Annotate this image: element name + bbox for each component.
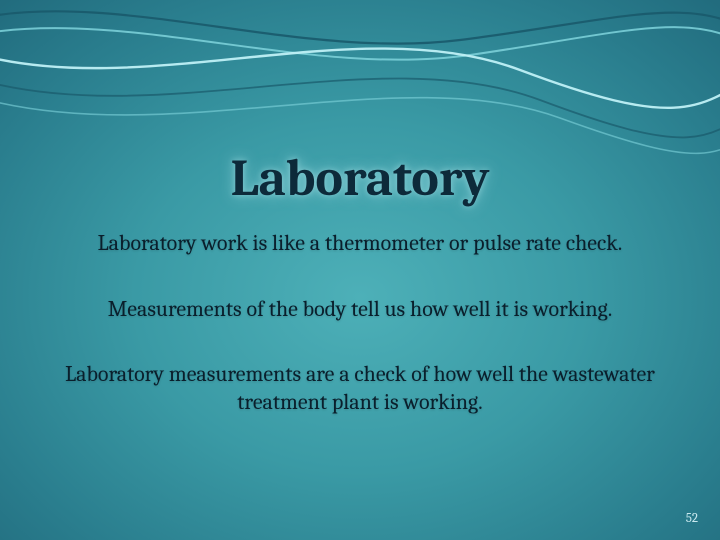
paragraph-1: Laboratory work is like a thermometer or… xyxy=(40,230,680,258)
paragraph-3: Laboratory measurements are a check of h… xyxy=(40,361,680,416)
paragraph-2: Measurements of the body tell us how wel… xyxy=(40,296,680,324)
slide: Laboratory Laboratory work is like a the… xyxy=(0,0,720,540)
slide-body: Laboratory work is like a thermometer or… xyxy=(40,230,680,416)
page-number: 52 xyxy=(686,511,698,526)
slide-title: Laboratory xyxy=(0,148,720,208)
